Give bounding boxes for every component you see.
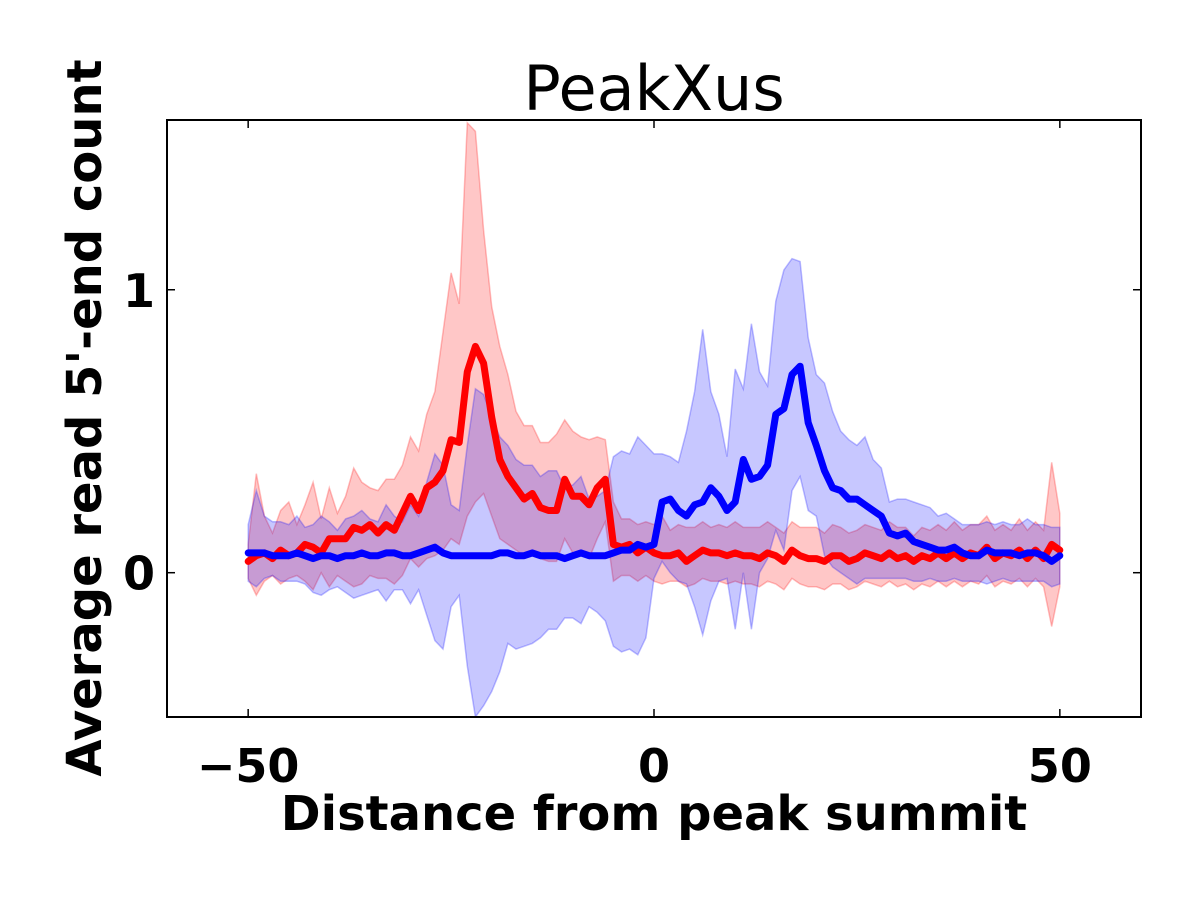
y-axis-label: Average read 5'-end count (57, 59, 113, 776)
confidence-bands (247, 121, 1061, 717)
x-tick-labels: −50 0 50 (197, 739, 1092, 793)
x-axis-label: Distance from peak summit (281, 786, 1027, 842)
x-tick-label: 0 (638, 739, 670, 793)
series-1-line (244, 342, 1064, 565)
series-2-line (244, 362, 1064, 565)
chart-title: PeakXus (523, 52, 784, 125)
axis-ticks (167, 120, 1141, 717)
series-1-band (247, 121, 1061, 627)
y-tick-labels: 01 (123, 264, 155, 601)
y-tick-label: 1 (123, 264, 155, 318)
x-tick-label: −50 (197, 739, 300, 793)
x-tick-label: 50 (1028, 739, 1092, 793)
series-2-band (247, 257, 1061, 717)
y-tick-label: 0 (123, 547, 155, 601)
data-series (244, 342, 1064, 565)
